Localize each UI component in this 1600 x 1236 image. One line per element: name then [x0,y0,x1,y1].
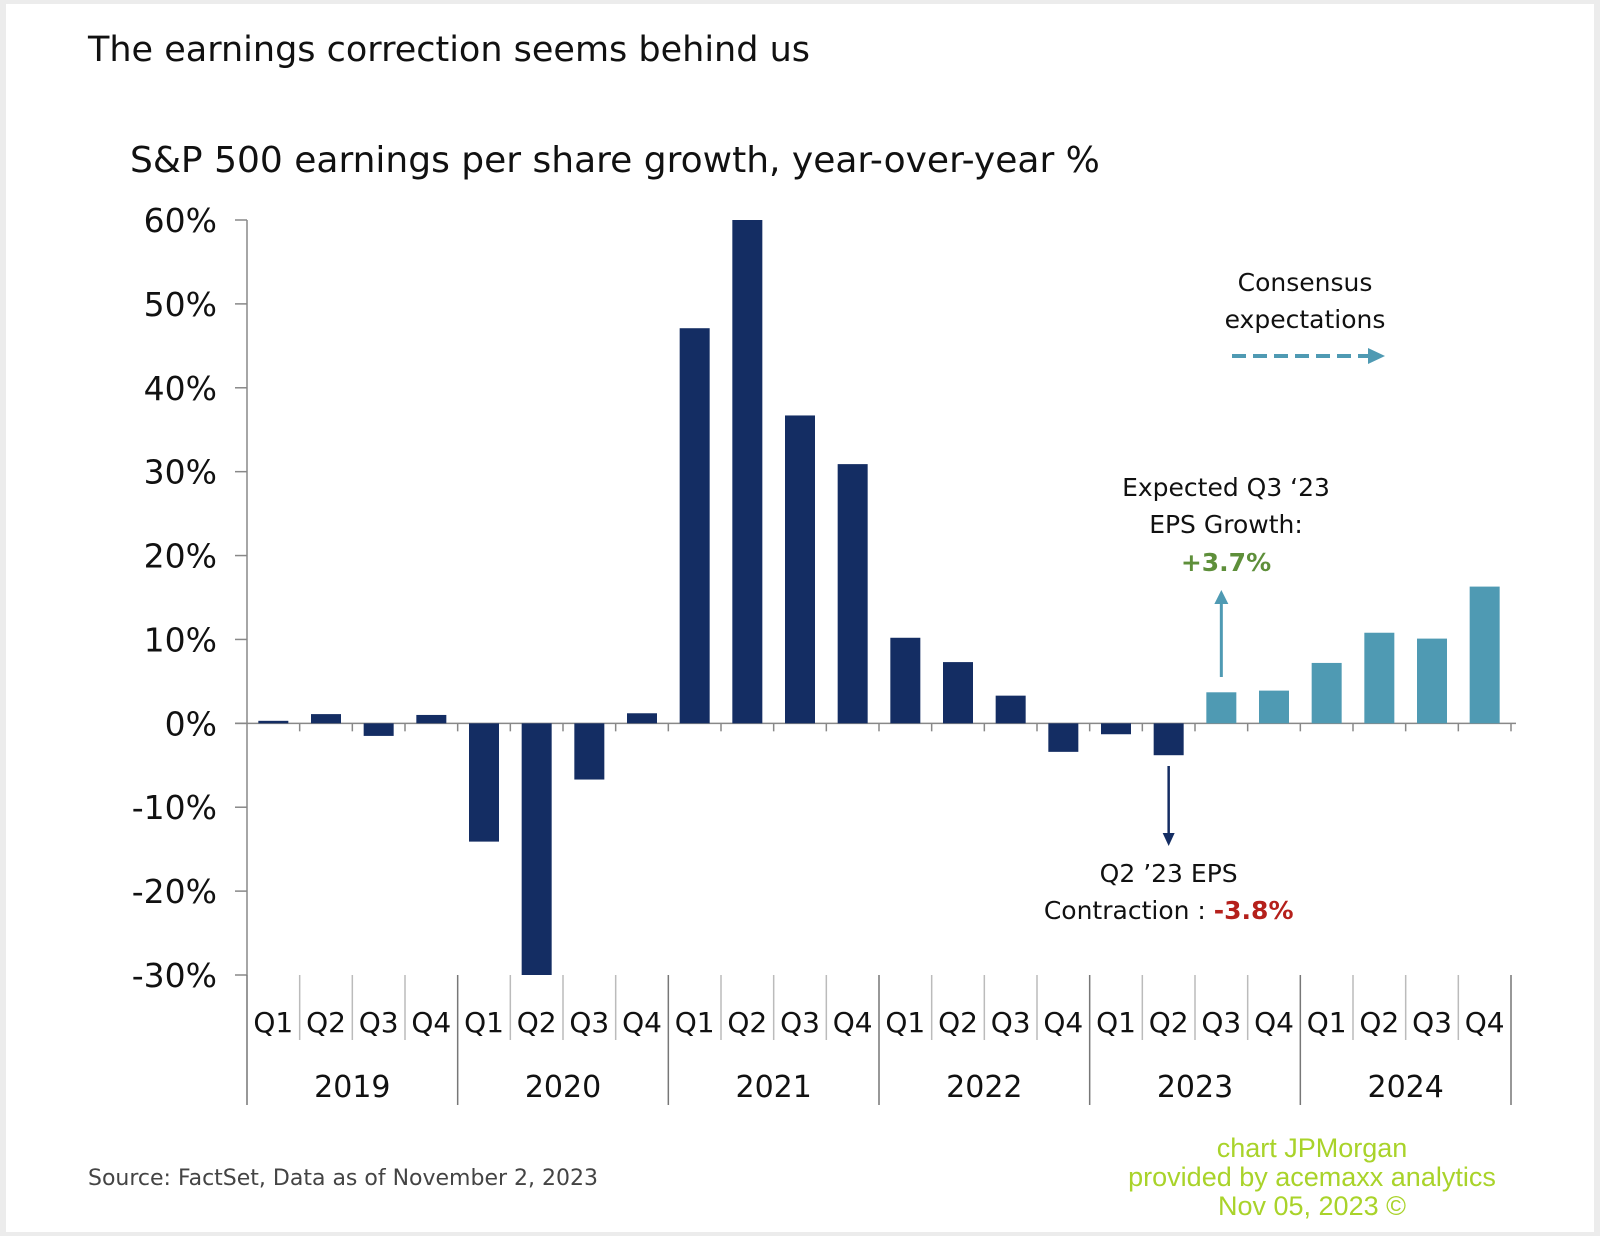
bar [1469,586,1500,724]
quarter-label: Q4 [1254,1006,1294,1039]
quarter-label: Q2 [727,1006,767,1039]
bar [995,695,1026,724]
bar [679,328,710,724]
expected-label: Expected Q3 ‘23 [1122,473,1330,502]
bar [1153,723,1184,756]
source-note: Source: FactSet, Data as of November 2, … [88,1166,598,1191]
contraction-value: -3.8% [1214,896,1294,925]
bar [521,723,552,975]
contraction-label: Contraction : -3.8% [1044,896,1294,925]
bar [1259,690,1289,724]
y-tick-label: 0% [165,704,217,743]
bar [258,720,289,724]
y-tick-label: -30% [132,956,217,995]
bar [732,220,763,724]
quarter-label: Q4 [1043,1006,1083,1039]
watermark-line: provided by acemaxx analytics [1128,1162,1496,1192]
bar [1048,723,1079,752]
quarter-label: Q4 [411,1006,451,1039]
y-tick-label: 40% [144,369,217,408]
watermark-line: chart JPMorgan [1216,1133,1408,1163]
bar [1417,638,1447,724]
quarter-label: Q1 [885,1006,925,1039]
quarter-label: Q1 [253,1006,293,1039]
quarter-label: Q1 [1096,1006,1136,1039]
bar [943,662,973,724]
quarter-label: Q3 [780,1006,820,1039]
bar [1311,662,1342,724]
y-tick-label: 60% [144,201,217,240]
bar [311,714,341,724]
consensus-label: expectations [1225,305,1386,334]
bar [1364,632,1395,724]
bar [890,637,921,724]
year-label: 2021 [735,1070,811,1105]
bar [627,713,657,724]
page-title: The earnings correction seems behind us [88,30,810,70]
arrow-up-icon [1214,590,1229,604]
y-tick-label: 50% [144,285,217,324]
quarter-label: Q2 [1149,1006,1189,1039]
quarter-label: Q4 [833,1006,873,1039]
quarter-label: Q3 [569,1006,609,1039]
expected-label: EPS Growth: [1149,510,1303,539]
expected-value: +3.7% [1181,548,1271,577]
bar [574,723,605,780]
arrow-head-icon [1368,348,1385,364]
y-tick-label: -20% [132,872,217,911]
bar [469,723,499,842]
y-tick-label: 10% [144,620,217,659]
year-label: 2024 [1367,1070,1443,1105]
quarter-label: Q1 [675,1006,715,1039]
contraction-label: Q2 ’23 EPS [1100,859,1238,888]
quarter-label: Q3 [359,1006,399,1039]
bar [785,415,815,724]
arrow-down-icon [1162,833,1175,846]
quarter-label: Q1 [464,1006,504,1039]
year-label: 2020 [525,1070,601,1105]
quarter-label: Q2 [517,1006,557,1039]
quarter-label: Q4 [1465,1006,1505,1039]
bar [416,714,447,724]
consensus-label: Consensus [1238,268,1373,297]
watermark-line: Nov 05, 2023 © [1217,1191,1406,1221]
bar [1101,723,1131,735]
y-tick-label: -10% [132,788,217,827]
year-label: 2023 [1157,1070,1233,1105]
quarter-label: Q3 [991,1006,1031,1039]
quarter-label: Q3 [1201,1006,1241,1039]
quarter-label: Q1 [1307,1006,1347,1039]
bar [837,464,868,724]
bar [1206,692,1237,724]
year-label: 2022 [946,1070,1022,1105]
year-label: 2019 [314,1070,390,1105]
bar [363,723,394,736]
contraction-text: Contraction : [1044,896,1214,925]
quarter-label: Q4 [622,1006,662,1039]
quarter-label: Q3 [1412,1006,1452,1039]
quarter-label: Q2 [1359,1006,1399,1039]
quarter-label: Q2 [938,1006,978,1039]
chart-title: S&P 500 earnings per share growth, year-… [130,140,1100,181]
y-tick-label: 20% [144,537,217,576]
y-tick-label: 30% [144,453,217,492]
quarter-label: Q2 [306,1006,346,1039]
